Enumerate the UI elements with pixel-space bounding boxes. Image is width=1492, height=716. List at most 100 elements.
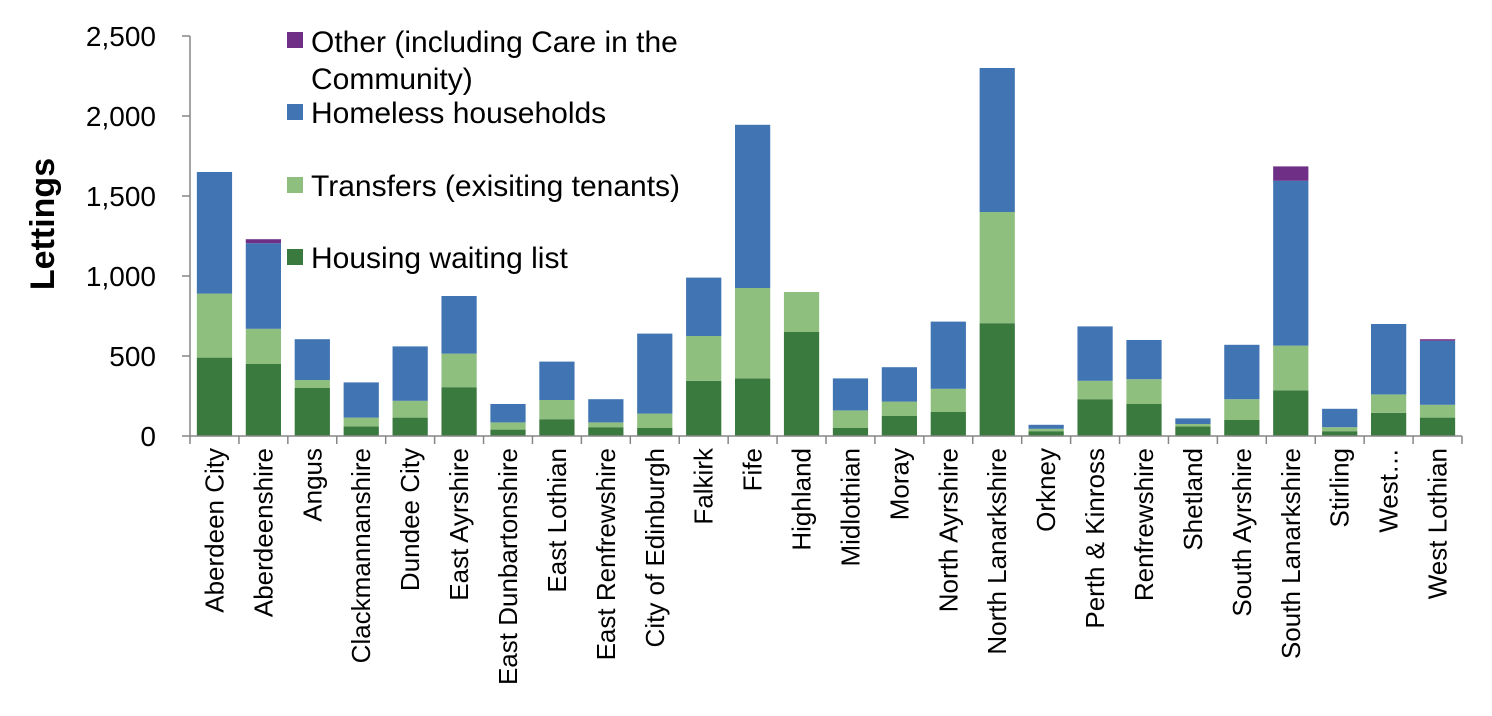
chart-legend: Other (including Care in the Community) …: [287, 26, 680, 275]
x-tick-label: Highland: [787, 448, 817, 551]
legend-swatch-other: [287, 32, 303, 48]
bar-segment: [1371, 394, 1407, 413]
x-tick-label: East Ayrshire: [444, 448, 474, 601]
bar-segment: [1126, 379, 1162, 404]
bar-segment: [1419, 404, 1456, 418]
bar-segment: [1371, 412, 1407, 436]
bar-segment: [392, 400, 428, 418]
bar-segment: [783, 332, 820, 436]
x-tick-label: South Lanarkshire: [1276, 448, 1306, 659]
x-tick-label: South Ayrshire: [1227, 448, 1257, 617]
x-tick-label: Aberdeenshire: [248, 448, 278, 617]
bar-segment: [1322, 431, 1358, 436]
bar-segment: [490, 404, 526, 423]
legend-swatch-waiting: [287, 249, 303, 265]
legend-label-other-line1: Other (including Care in the: [311, 26, 678, 59]
bar-segment: [735, 124, 771, 288]
bar-segment: [1419, 417, 1456, 436]
legend-label-other-line2: Community): [311, 63, 473, 96]
bar-segment: [637, 333, 673, 414]
bar-segment: [930, 388, 966, 412]
y-tick-label: 1,500: [86, 181, 156, 212]
bar-segment: [1273, 390, 1309, 436]
bar-segment: [979, 212, 1015, 324]
bar-segment: [686, 380, 722, 436]
bar-segment: [392, 346, 428, 401]
bar-segment: [441, 387, 477, 436]
bar-segment: [343, 426, 379, 436]
x-tick-label: Clackmannanshire: [346, 448, 376, 663]
bar-segment: [245, 364, 281, 436]
bar-segment: [832, 410, 869, 428]
y-axis-label: Lettings: [24, 158, 62, 290]
bar-segment: [735, 288, 771, 379]
bar-segment: [392, 417, 428, 436]
y-tick-label: 0: [140, 421, 156, 452]
bar-segment: [441, 296, 477, 354]
bar-segment: [930, 321, 966, 389]
bar-segment: [245, 328, 281, 364]
bar-segment: [588, 427, 624, 436]
bar-segment: [832, 378, 869, 411]
x-tick-label: North Lanarkshire: [982, 448, 1012, 655]
bar-segment: [196, 172, 233, 294]
bar-segment: [245, 243, 281, 329]
bar-segment: [441, 353, 477, 388]
bar-segment: [1126, 340, 1162, 380]
x-tick-label: Shetland: [1178, 448, 1208, 551]
legend-label-homeless: Homeless households: [311, 97, 606, 130]
bar-segment: [1077, 326, 1113, 381]
bar-segment: [637, 413, 673, 428]
bar-segment: [245, 239, 281, 244]
bar-segment: [1224, 420, 1260, 436]
bar-segment: [539, 419, 575, 436]
bar-segment: [1322, 408, 1358, 428]
bar-segment: [832, 428, 869, 436]
bar-segment: [196, 293, 233, 358]
bar-segment: [294, 388, 330, 436]
legend-swatch-homeless: [287, 104, 303, 120]
bar-segment: [1419, 340, 1456, 405]
bar-segment: [539, 400, 575, 420]
x-tick-label: Renfrewshire: [1129, 448, 1159, 601]
bar-segment: [490, 422, 526, 430]
x-tick-label: West…: [1374, 448, 1404, 533]
y-tick-label: 500: [109, 341, 156, 372]
bar-segment: [686, 336, 722, 381]
x-tick-label: Midlothian: [835, 448, 865, 567]
bar-segment: [1419, 339, 1456, 341]
y-tick-label: 1,000: [86, 261, 156, 292]
bar-segment: [294, 380, 330, 388]
bar-segment: [930, 412, 966, 436]
bar-segment: [294, 339, 330, 380]
bar-segment: [1224, 344, 1260, 400]
bar-segment: [783, 292, 820, 332]
x-tick-label: Dundee City: [395, 448, 425, 591]
bar-segment: [1028, 428, 1064, 432]
legend-swatch-transfers: [287, 177, 303, 193]
bar-segment: [1077, 399, 1113, 436]
x-tick-label: North Ayrshire: [933, 448, 963, 612]
bar-segment: [686, 277, 722, 336]
bar-segment: [1273, 180, 1309, 346]
x-tick-label: City of Edinburgh: [640, 448, 670, 647]
bar-segment: [979, 68, 1015, 212]
bar-segment: [588, 399, 624, 423]
x-tick-label: Falkirk: [689, 447, 719, 525]
x-tick-label: Orkney: [1031, 448, 1061, 532]
legend-label-waiting: Housing waiting list: [311, 242, 568, 275]
bar-segment: [881, 401, 917, 416]
bar-segment: [1028, 431, 1064, 436]
y-tick-label: 2,000: [86, 101, 156, 132]
legend-label-transfers: Transfers (exisiting tenants): [311, 170, 680, 203]
x-tick-label: East Renfrewshire: [591, 448, 621, 660]
x-tick-label: East Dunbartonshire: [493, 448, 523, 685]
bar-segment: [1077, 380, 1113, 400]
bar-segment: [1175, 424, 1211, 427]
bar-segment: [1273, 166, 1309, 181]
x-tick-label: Stirling: [1325, 448, 1355, 527]
bar-segment: [1273, 345, 1309, 391]
bar-segment: [1371, 324, 1407, 395]
bar-segment: [1028, 424, 1064, 429]
